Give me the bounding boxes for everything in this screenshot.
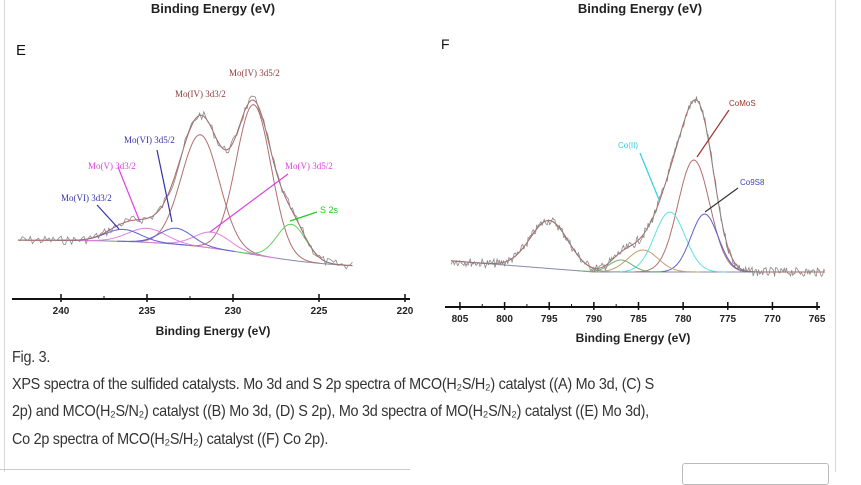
raw-spectrum (450, 96, 826, 278)
annotation-arrow (156, 149, 173, 223)
xps-figure: Binding Energy (eV) Binding Energy (eV) … (12, 1, 826, 345)
cut-axis-label-right: Binding Energy (eV) (578, 1, 702, 16)
annotation-arrow (704, 187, 739, 213)
component-peak (117, 227, 235, 252)
right-border (835, 0, 836, 472)
tick-label: 780 (675, 314, 692, 325)
left-border (4, 0, 5, 472)
caption-line-2: 2p) and MCO(H₂S/N₂) catalyst ((B) Mo 3d,… (12, 403, 649, 420)
panel-f-x-axis: 805 800 795 790 785 780 775 770 765 (445, 302, 826, 325)
component-peak (57, 228, 188, 246)
annotation-arrow (289, 211, 318, 222)
tick-label: 795 (541, 314, 558, 325)
component-peak (653, 213, 756, 273)
annotation-mo4-32: Mo(IV) 3d3/2 (175, 89, 226, 99)
annotation-arrow (117, 166, 141, 223)
annotation-arrow (96, 204, 120, 230)
background-line (18, 239, 353, 267)
annotation-comos: CoMoS (729, 99, 756, 108)
component-peak (612, 211, 727, 273)
annotation-co9s8: Co9S8 (740, 178, 765, 187)
annotation-mo5-32: Mo(V) 3d3/2 (88, 161, 136, 171)
panel-label-f: F (441, 36, 450, 52)
tick-label: 775 (719, 314, 736, 325)
annotation-mo5-52: Mo(V) 3d5/2 (285, 161, 333, 171)
caption-line-1: XPS spectra of the sulfided catalysts. M… (12, 376, 655, 393)
component-peak (634, 159, 754, 273)
component-peak (75, 227, 219, 250)
figure-title: Fig. 3. (12, 349, 51, 366)
tick-label: 230 (225, 306, 242, 317)
annotation-mo6-32: Mo(VI) 3d3/2 (61, 193, 112, 203)
tick-label: 800 (496, 314, 513, 325)
action-button[interactable] (682, 463, 829, 485)
tick-label: 235 (139, 306, 156, 317)
tick-label: 790 (586, 314, 603, 325)
panel-e-x-label: Binding Energy (eV) (156, 324, 271, 338)
component-peak (129, 134, 270, 258)
fit-envelope (18, 99, 353, 267)
tick-label: 785 (630, 314, 647, 325)
annotation-mo4-52: Mo(IV) 3d5/2 (229, 68, 280, 78)
tick-label: 805 (452, 314, 469, 325)
tick-label: 220 (397, 306, 414, 317)
annotation-s2s: S 2s (320, 205, 339, 215)
tick-label: 770 (764, 314, 781, 325)
raw-spectrum (17, 95, 353, 270)
tick-label: 240 (53, 306, 70, 317)
panel-f-x-label: Binding Energy (eV) (576, 331, 691, 345)
divider (0, 469, 410, 470)
tick-label: 765 (809, 314, 826, 325)
annotation-arrow (639, 152, 661, 203)
panel-label-e: E (16, 42, 26, 59)
cut-axis-label-left: Binding Energy (eV) (151, 1, 275, 16)
panel-e-x-axis: 240 235 230 225 220 (12, 294, 414, 317)
annotation-co2: Co(II) (618, 141, 638, 150)
tick-label: 225 (311, 306, 328, 317)
panel-f-plot (450, 96, 826, 278)
annotation-arrow (209, 173, 289, 233)
annotation-mo6-52: Mo(VI) 3d5/2 (124, 135, 175, 145)
panel-e-plot (17, 95, 353, 270)
fit-envelope (450, 99, 825, 273)
caption-line-3: Co 2p spectra of MCO(H₂S/H₂) catalyst ((… (12, 431, 329, 448)
component-peak (189, 103, 320, 264)
annotation-arrow (696, 109, 730, 158)
